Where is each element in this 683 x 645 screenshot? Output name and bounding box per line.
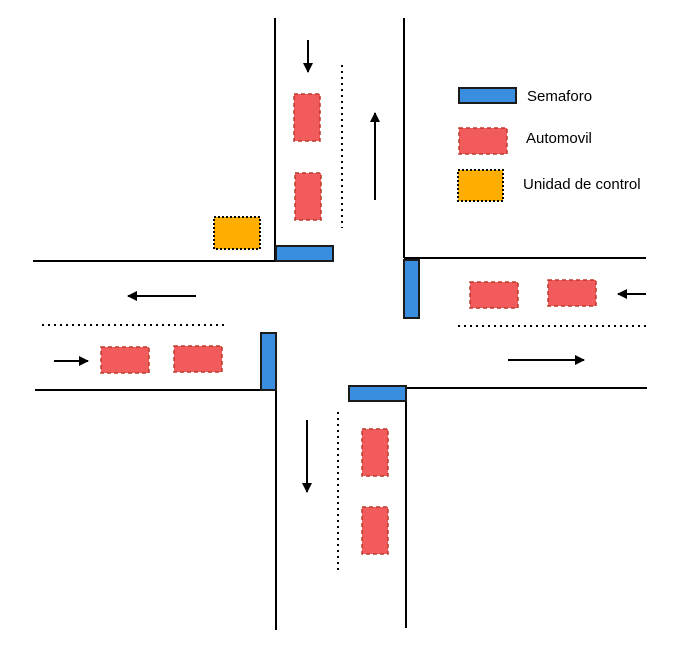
legend-car-icon xyxy=(458,127,508,155)
legend-control-unit-icon xyxy=(457,169,504,202)
traffic-lights xyxy=(260,245,420,402)
car-icon xyxy=(294,172,322,221)
lane-dividers xyxy=(42,65,646,570)
traffic-light-icon xyxy=(275,245,334,262)
traffic-light-icon xyxy=(348,385,407,402)
car-icon xyxy=(293,93,321,142)
traffic-light-icon xyxy=(403,259,420,319)
legend-traffic-light-label: Semaforo xyxy=(527,88,592,105)
legend-traffic-light-icon xyxy=(458,87,517,104)
car-icon xyxy=(361,506,389,555)
legend: Semaforo Automovil Unidad de control xyxy=(457,87,641,202)
car-icon xyxy=(173,345,223,373)
car-icon xyxy=(547,279,597,307)
car-icon xyxy=(100,346,150,374)
car-icon xyxy=(469,281,519,309)
legend-car-label: Automovil xyxy=(526,130,592,147)
traffic-light-icon xyxy=(260,332,277,391)
direction-arrows xyxy=(54,40,646,493)
road-boundaries xyxy=(33,18,647,630)
legend-control-unit-label: Unidad de control xyxy=(523,176,641,193)
cars xyxy=(100,93,597,555)
control-unit-icon xyxy=(213,216,261,250)
car-icon xyxy=(361,428,389,477)
